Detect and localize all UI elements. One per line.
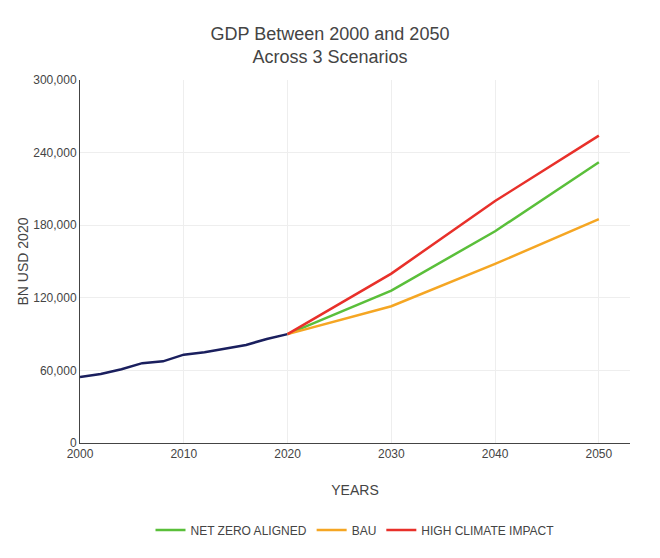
svg-text:GDP Between 2000 and 2050Acros: GDP Between 2000 and 2050Across 3 Scenar… <box>211 24 450 67</box>
svg-text:YEARS: YEARS <box>331 482 378 498</box>
svg-text:300,000: 300,000 <box>33 73 77 87</box>
svg-text:240,000: 240,000 <box>33 146 77 160</box>
svg-text:NET ZERO ALIGNED: NET ZERO ALIGNED <box>191 524 307 538</box>
svg-text:60,000: 60,000 <box>40 364 77 378</box>
svg-text:180,000: 180,000 <box>33 218 77 232</box>
svg-text:2020: 2020 <box>274 447 301 461</box>
svg-text:120,000: 120,000 <box>33 291 77 305</box>
svg-text:2050: 2050 <box>586 447 613 461</box>
svg-text:2010: 2010 <box>170 447 197 461</box>
svg-text:2040: 2040 <box>482 447 509 461</box>
svg-text:0: 0 <box>70 436 77 450</box>
svg-text:2030: 2030 <box>378 447 405 461</box>
svg-text:BAU: BAU <box>352 524 377 538</box>
svg-text:HIGH CLIMATE IMPACT: HIGH CLIMATE IMPACT <box>421 524 554 538</box>
svg-text:2000: 2000 <box>67 447 94 461</box>
svg-text:BN USD 2020: BN USD 2020 <box>15 217 31 305</box>
